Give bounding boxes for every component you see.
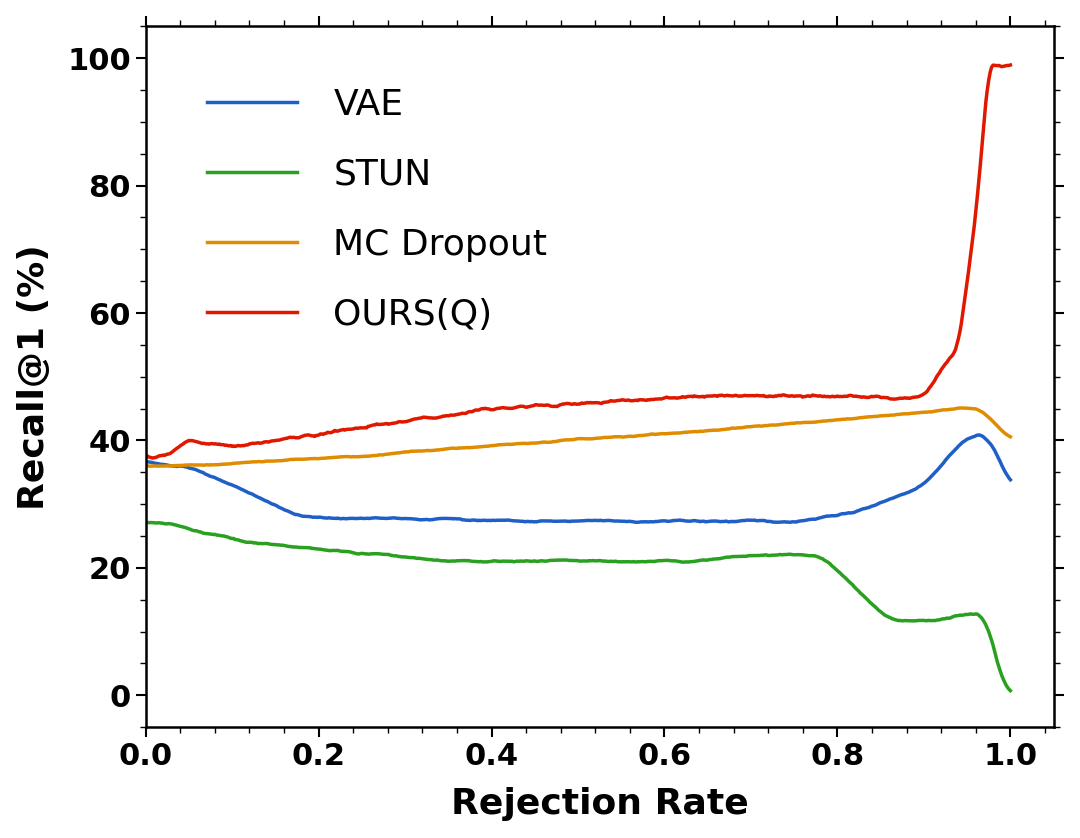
- MC Dropout: [954, 403, 967, 413]
- Line: VAE: VAE: [146, 435, 1011, 522]
- OURS(Q): [650, 394, 663, 404]
- STUN: [293, 542, 306, 552]
- Line: OURS(Q): OURS(Q): [146, 65, 1011, 458]
- VAE: [783, 517, 796, 527]
- OURS(Q): [1004, 60, 1017, 70]
- OURS(Q): [294, 432, 307, 442]
- VAE: [293, 510, 306, 520]
- STUN: [791, 550, 804, 560]
- STUN: [717, 553, 730, 563]
- MC Dropout: [294, 454, 307, 464]
- VAE: [139, 457, 152, 467]
- VAE: [362, 513, 375, 523]
- OURS(Q): [718, 391, 731, 401]
- MC Dropout: [363, 451, 376, 461]
- MC Dropout: [1004, 432, 1017, 442]
- OURS(Q): [792, 391, 805, 401]
- MC Dropout: [139, 461, 152, 471]
- STUN: [139, 517, 152, 527]
- Line: STUN: STUN: [146, 522, 1011, 691]
- VAE: [792, 516, 805, 526]
- OURS(Q): [139, 450, 152, 460]
- VAE: [649, 516, 662, 526]
- STUN: [649, 556, 662, 566]
- VAE: [972, 430, 985, 440]
- MC Dropout: [531, 437, 544, 447]
- STUN: [1004, 685, 1017, 696]
- X-axis label: Rejection Rate: Rejection Rate: [450, 788, 748, 821]
- STUN: [530, 556, 543, 566]
- VAE: [530, 517, 543, 527]
- MC Dropout: [792, 418, 805, 428]
- STUN: [362, 549, 375, 559]
- MC Dropout: [152, 461, 165, 471]
- Legend: VAE, STUN, MC Dropout, OURS(Q): VAE, STUN, MC Dropout, OURS(Q): [164, 44, 591, 375]
- MC Dropout: [650, 429, 663, 439]
- OURS(Q): [531, 400, 544, 410]
- OURS(Q): [147, 453, 160, 463]
- VAE: [717, 516, 730, 526]
- MC Dropout: [718, 424, 731, 434]
- VAE: [1004, 474, 1017, 484]
- Line: MC Dropout: MC Dropout: [146, 408, 1011, 466]
- Y-axis label: Recall@1 (%): Recall@1 (%): [16, 244, 51, 510]
- OURS(Q): [363, 422, 376, 432]
